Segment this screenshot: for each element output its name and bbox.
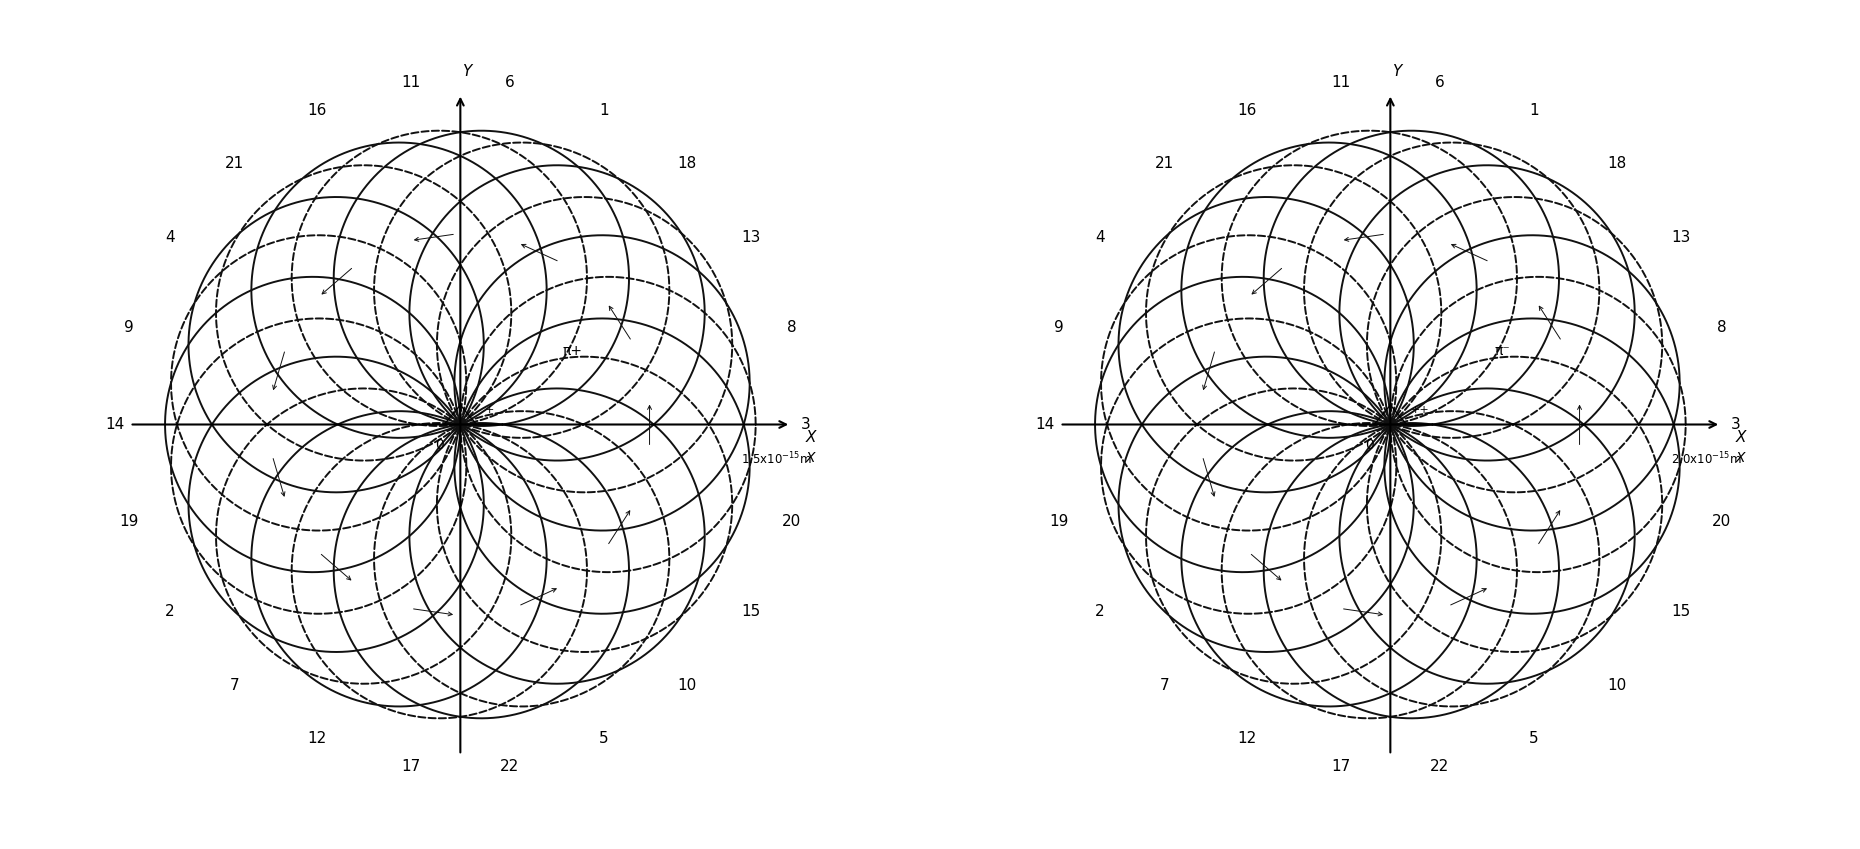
Text: X: X <box>1735 451 1745 465</box>
Text: 17: 17 <box>1332 759 1350 774</box>
Text: +: + <box>485 405 495 414</box>
Text: 2: 2 <box>1096 604 1105 619</box>
Text: π+: π+ <box>562 344 582 357</box>
Text: 2.0x10$^{-15}$m: 2.0x10$^{-15}$m <box>1670 451 1741 468</box>
Text: 8: 8 <box>1717 320 1726 335</box>
Text: 10: 10 <box>1607 678 1626 693</box>
Text: 10: 10 <box>677 678 696 693</box>
Text: 4: 4 <box>166 230 175 245</box>
Text: 0: 0 <box>1365 438 1375 453</box>
Text: 21: 21 <box>225 156 244 171</box>
Text: 7: 7 <box>229 678 238 693</box>
Text: 15: 15 <box>742 604 761 619</box>
Text: 1: 1 <box>599 103 608 118</box>
Text: 16: 16 <box>307 103 327 118</box>
Text: 19: 19 <box>1049 514 1068 529</box>
Text: 12: 12 <box>307 731 327 746</box>
Text: 12: 12 <box>1237 731 1257 746</box>
Text: 0: 0 <box>435 438 445 453</box>
Text: 5: 5 <box>599 731 608 746</box>
Text: Y: Y <box>461 64 471 79</box>
Text: 18: 18 <box>677 156 696 171</box>
Text: 11: 11 <box>1332 75 1350 90</box>
Text: 22: 22 <box>1430 759 1449 774</box>
Text: 14: 14 <box>106 417 125 432</box>
Text: 11: 11 <box>402 75 420 90</box>
Text: 19: 19 <box>119 514 138 529</box>
Text: 16: 16 <box>1237 103 1257 118</box>
Text: 2: 2 <box>166 604 175 619</box>
Text: 1.5x10$^{-15}$m: 1.5x10$^{-15}$m <box>740 451 811 468</box>
Text: 17: 17 <box>402 759 420 774</box>
Text: 7: 7 <box>1159 678 1168 693</box>
Text: 13: 13 <box>1672 230 1691 245</box>
Text: 6: 6 <box>1434 75 1445 90</box>
Text: 20: 20 <box>1713 514 1732 529</box>
Text: 15: 15 <box>1672 604 1691 619</box>
Text: 4: 4 <box>1096 230 1105 245</box>
Text: 6: 6 <box>504 75 515 90</box>
Text: 8: 8 <box>787 320 796 335</box>
Text: 14: 14 <box>1036 417 1055 432</box>
Text: 1: 1 <box>1529 103 1538 118</box>
Text: 5: 5 <box>1529 731 1538 746</box>
Text: ++: ++ <box>1410 405 1428 414</box>
Text: 3: 3 <box>1732 417 1741 432</box>
Text: X: X <box>805 451 815 465</box>
Text: 20: 20 <box>783 514 802 529</box>
Text: π⁻: π⁻ <box>1495 344 1510 357</box>
Text: 18: 18 <box>1607 156 1626 171</box>
Text: 3: 3 <box>802 417 811 432</box>
Text: 13: 13 <box>742 230 761 245</box>
Text: 21: 21 <box>1155 156 1174 171</box>
Text: 9: 9 <box>125 320 134 335</box>
Text: Y: Y <box>1391 64 1401 79</box>
Text: X: X <box>805 430 817 446</box>
Text: 22: 22 <box>500 759 519 774</box>
Text: X: X <box>1735 430 1747 446</box>
Text: 9: 9 <box>1055 320 1064 335</box>
